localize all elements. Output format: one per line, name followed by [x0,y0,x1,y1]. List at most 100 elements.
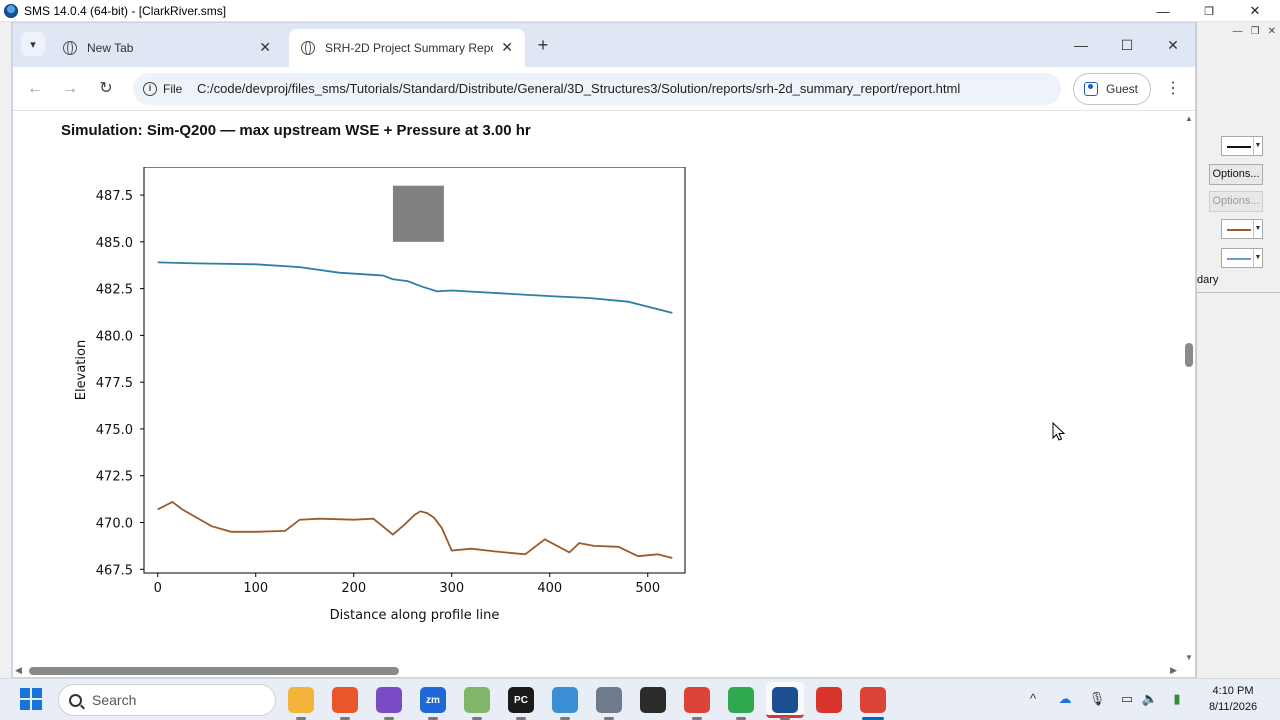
horizontal-scrollbar[interactable]: ◀ ▶ [13,664,1183,677]
chat-icon[interactable] [728,687,754,720]
mdi-controls: — ❐ ✕ [1233,26,1276,37]
y-tick-label: 477.5 [96,376,133,391]
chrome-active-icon[interactable] [860,687,886,720]
vertical-scroll-thumb[interactable] [1185,343,1193,367]
y-tick-label: 480.0 [96,329,133,344]
profile-label: Guest [1106,82,1139,96]
tray-chevron-icon[interactable]: ^ [1029,691,1037,706]
sms-restore-button[interactable]: ❐ [1204,5,1214,18]
zoom-icon[interactable]: zm [420,687,446,720]
y-tick-label: 485.0 [96,236,133,251]
line-style-dropdown-brown[interactable]: ▼ [1221,219,1263,239]
y-axis-label: Elevation [74,340,89,400]
sms-window-title: SMS 14.0.4 (64-bit) - [ClarkRiver.sms] [24,3,227,18]
settings-icon[interactable] [596,687,622,720]
mdi-restore-button[interactable]: ❐ [1250,26,1260,37]
horizontal-scroll-thumb[interactable] [29,667,399,675]
acrobat-icon[interactable] [816,687,842,713]
taskbar: Search zm PC ^ ☁ 🎙 ▭ 🔈 ▮ 4:10 PM 8/11/202… [0,678,1280,720]
series-line-2 [157,500,673,559]
profile-chart: 0 100 200 300 400 500 467.5 470.0 472.5 475.0 477.… [74,167,686,623]
reload-button[interactable]: ↻ [99,80,113,97]
scroll-down-arrow-icon[interactable]: ▼ [1185,653,1193,662]
series-line-1 [157,261,673,314]
sms-app-icon [4,3,18,18]
mdi-minimize-button[interactable]: — [1232,26,1243,37]
display-icon[interactable]: ▭ [1120,691,1134,706]
chrome-icon[interactable] [684,687,710,720]
tab-close-icon[interactable]: ✕ [501,39,513,55]
search-label: Search [92,692,137,708]
profile-button[interactable]: Guest [1073,73,1151,105]
sms-close-button[interactable]: ✕ [1249,3,1261,18]
clock-time: 4:10 PM [1212,685,1254,697]
search-icon [69,693,82,707]
globe-icon [63,41,77,55]
pycharm-icon[interactable]: PC [508,687,534,720]
mdi-close-button[interactable]: ✕ [1267,26,1276,37]
sms-left-strip [0,22,12,678]
tab-close-icon[interactable]: ✕ [259,39,271,55]
tab-new-tab[interactable]: New Tab ✕ [51,29,283,67]
microphone-icon[interactable]: 🎙 [1088,691,1106,706]
notepad-icon[interactable] [464,687,490,720]
image-viewer-icon[interactable] [552,687,578,720]
line-style-dropdown-blue[interactable]: ▼ [1221,248,1263,268]
terminal-icon[interactable] [640,687,666,713]
scroll-right-arrow-icon[interactable]: ▶ [1170,665,1177,675]
windows-start-icon[interactable] [20,688,42,710]
globe-icon [301,41,315,55]
browser-window: ▾ New Tab ✕ SRH-2D Project Summary Repo … [12,22,1196,678]
taskbar-search[interactable]: Search [58,684,276,716]
simulation-heading: Simulation: Sim-Q200 — max upstream WSE … [61,122,531,139]
y-tick-label: 475.0 [96,423,133,438]
y-tick-label: 467.5 [96,563,133,578]
site-info-label: File [163,82,183,96]
tab-report[interactable]: SRH-2D Project Summary Repo ✕ [289,29,525,67]
dropdown-arrow-icon: ▼ [1253,137,1262,155]
dropdown-arrow-icon: ▼ [1253,249,1262,267]
page-viewport: Simulation: Sim-Q200 — max upstream WSE … [13,112,1183,664]
site-info-chip[interactable]: i File [139,77,190,101]
line-swatch [1227,229,1251,231]
url-text[interactable]: C:/code/devproj/files_sms/Tutorials/Stan… [197,81,961,96]
back-button[interactable]: ← [27,80,43,97]
onedrive-icon[interactable]: ☁ [1058,691,1072,706]
profile-icon [1084,82,1098,96]
x-tick-label: 100 [243,581,268,596]
sms-properties-panel: — ❐ ✕ ▼ Options... Options... ▼ dary ▼ [1196,22,1280,678]
y-tick-label: 470.0 [96,516,133,531]
address-bar[interactable]: i File C:/code/devproj/files_sms/Tutoria… [133,73,1061,105]
new-tab-button[interactable]: + [537,35,549,55]
tab-strip: ▾ New Tab ✕ SRH-2D Project Summary Repo … [13,23,1195,67]
structure-block [392,185,444,242]
vertical-scrollbar[interactable]: ▲ ▼ [1183,112,1195,664]
options-button[interactable]: Options... [1209,164,1263,185]
battery-icon[interactable]: ▮ [1173,691,1181,706]
scroll-up-arrow-icon[interactable]: ▲ [1185,114,1193,123]
browser-minimize-button[interactable]: — [1074,37,1088,53]
line-style-dropdown-black[interactable]: ▼ [1221,136,1263,156]
panel-divider [1197,292,1280,293]
browser-maximize-button[interactable]: ☐ [1120,37,1134,53]
tab-search-button[interactable]: ▾ [21,32,45,56]
x-axis-label: Distance along profile line [330,608,500,623]
clock-date: 8/11/2026 [1208,701,1258,713]
browser-menu-button[interactable]: ⋮ [1165,80,1181,97]
scroll-left-arrow-icon[interactable]: ◀ [15,665,22,675]
sms-icon[interactable] [772,687,798,720]
forward-button[interactable]: → [62,80,78,97]
dropdown-arrow-icon: ▼ [1253,220,1262,238]
mouse-cursor-icon [1052,422,1066,441]
clock[interactable]: 4:10 PM 8/11/2026 [1198,683,1268,715]
firefox-icon[interactable] [332,687,358,720]
x-tick-label: 400 [537,581,562,596]
line-swatch [1227,146,1251,148]
speaker-icon[interactable]: 🔈 [1141,691,1159,706]
visual-studio-icon[interactable] [376,687,402,720]
options-button-disabled: Options... [1209,191,1263,212]
file-explorer-icon[interactable] [288,687,314,720]
sms-minimize-button[interactable]: — [1156,3,1170,19]
line-swatch [1227,258,1251,260]
browser-close-button[interactable]: ✕ [1167,37,1179,53]
